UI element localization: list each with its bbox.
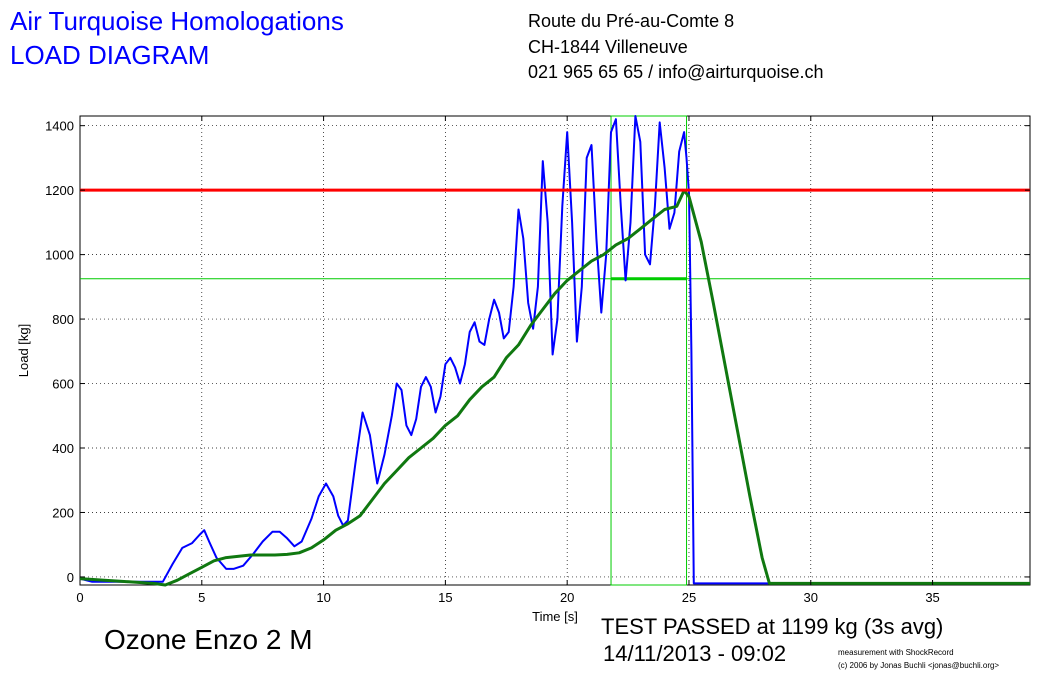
product-name: Ozone Enzo 2 M: [104, 624, 313, 655]
organization-title: Air Turquoise Homologations: [10, 6, 344, 36]
y-tick-label: 400: [52, 441, 74, 456]
x-tick-label: 5: [198, 590, 205, 605]
address-line-2: CH-1844 Villeneuve: [528, 37, 688, 57]
y-tick-label: 0: [67, 570, 74, 585]
y-axis-label: Load [kg]: [16, 324, 31, 378]
credit-line-1: measurement with ShockRecord: [838, 648, 954, 657]
average-window: [610, 115, 688, 586]
y-tick-label: 1200: [45, 183, 74, 198]
series-group: [79, 115, 1030, 587]
x-tick-label: 30: [804, 590, 818, 605]
y-tick-label: 1000: [45, 248, 74, 263]
address-line-1: Route du Pré-au-Comte 8: [528, 11, 735, 31]
avg-load-line: [79, 189, 1030, 587]
test-result: TEST PASSED at 1199 kg (3s avg): [601, 614, 944, 639]
axes: 0 5 10 15 20 25 30 35 0 200 400 600 800 1000 1200 1400: [45, 116, 1030, 605]
y-tick-label: 800: [52, 312, 74, 327]
x-tick-label: 35: [925, 590, 939, 605]
plot-area: [79, 115, 1031, 586]
raw-load-line: [79, 115, 1030, 585]
y-tick-label: 1400: [45, 119, 74, 134]
x-tick-label: 0: [76, 590, 83, 605]
credit-line-2: (c) 2006 by Jonas Buchli <jonas@buchli.o…: [838, 661, 1000, 670]
y-tick-label: 600: [52, 377, 74, 392]
diagram-title: LOAD DIAGRAM: [10, 40, 210, 70]
y-tick-label: 200: [52, 505, 74, 520]
x-tick-label: 25: [682, 590, 696, 605]
reference-lines: [80, 115, 1030, 586]
x-axis-label: Time [s]: [532, 609, 578, 624]
x-tick-label: 20: [560, 590, 574, 605]
x-tick-label: 10: [316, 590, 330, 605]
test-datetime: 14/11/2013 - 09:02: [603, 641, 787, 666]
contact-line: 021 965 65 65 / info@airturquoise.ch: [528, 62, 824, 82]
x-tick-label: 15: [438, 590, 452, 605]
